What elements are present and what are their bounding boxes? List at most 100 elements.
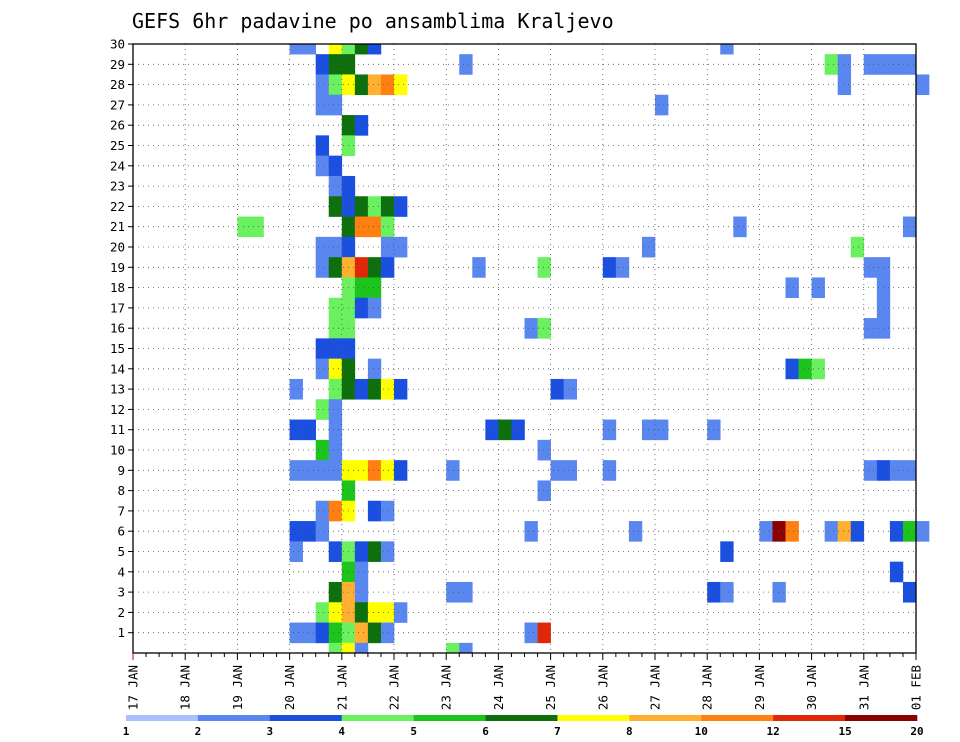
heatmap-cell (367, 297, 382, 319)
heatmap-cell (367, 196, 382, 217)
x-tick-label: 31 JAN (856, 665, 871, 710)
heatmap-cell (354, 277, 369, 299)
colorbar-segment (413, 715, 486, 721)
heatmap-cell (902, 54, 917, 75)
heatmap-cell (328, 581, 343, 603)
x-tick-label: 28 JAN (700, 665, 715, 710)
y-tick-label: 23 (110, 179, 125, 194)
heatmap-cell (485, 419, 499, 441)
colorbar-label: 3 (267, 725, 274, 738)
colorbar-label: 15 (838, 725, 851, 738)
heatmap-cell (354, 196, 369, 217)
heatmap-cell (615, 257, 630, 278)
heatmap-cell (380, 257, 395, 278)
y-tick-label: 17 (110, 300, 125, 315)
heatmap-cell (916, 74, 930, 96)
heatmap-cell (720, 541, 734, 562)
heatmap-cell (354, 561, 369, 583)
heatmap-cell (367, 216, 382, 238)
heatmap-cell (446, 460, 460, 481)
heatmap-cell (394, 74, 408, 96)
heatmap-cell (537, 480, 551, 502)
heatmap-cell (354, 602, 369, 623)
heatmap-cell (315, 358, 330, 380)
heatmap-cell (315, 500, 330, 522)
y-tick-label: 19 (110, 260, 125, 275)
grid-lines (133, 43, 916, 653)
heatmap-cell (367, 44, 382, 55)
heatmap-cell (720, 44, 734, 55)
heatmap-cell (354, 216, 369, 238)
y-tick-label: 24 (110, 158, 125, 173)
x-axis: 17 JAN 18 JAN 19 JAN 20 JAN 21 JAN 22 JAN 23 J… (126, 653, 924, 710)
colorbar-segment (773, 715, 846, 721)
heatmap-cell (498, 419, 512, 441)
heatmap-cell (289, 378, 303, 400)
heatmap-cell (328, 338, 343, 359)
heatmap-cell (602, 460, 617, 481)
colorbar-legend: 1 2 3 4 5 6 7 8 10 12 15 20 (123, 715, 924, 738)
heatmap-cell (315, 399, 330, 420)
colorbar-label: 20 (910, 725, 923, 738)
colorbar-segment (126, 715, 199, 721)
heatmap-cell (902, 521, 917, 542)
heatmap-cell (315, 135, 330, 156)
x-tick-label: 17 JAN (126, 665, 141, 710)
heatmap-cell (759, 521, 773, 542)
colorbar-segment (845, 715, 918, 721)
heatmap-cell (367, 460, 382, 481)
heatmap-cell (563, 378, 577, 400)
heatmap-cell (237, 216, 251, 238)
colorbar-label: 6 (482, 725, 489, 738)
x-tick-label: 19 JAN (230, 665, 245, 710)
y-tick-label: 5 (117, 544, 125, 559)
heatmap-cell (315, 521, 330, 542)
x-tick-label: 25 JAN (543, 665, 558, 710)
heatmap-cell (302, 460, 316, 481)
y-tick-label: 20 (110, 240, 125, 255)
heatmap-cell (446, 581, 460, 603)
heatmap-cell (354, 460, 369, 481)
heatmap-cell (289, 44, 303, 55)
heatmap-cell (367, 541, 382, 562)
y-axis: 1234567891011121314151617181920212223242… (110, 37, 133, 640)
x-tick-label: 18 JAN (178, 665, 193, 710)
colorbar-label: 4 (338, 725, 345, 738)
y-tick-label: 16 (110, 321, 125, 336)
heatmap-cell (367, 358, 382, 380)
heatmap-cell (289, 460, 303, 481)
heatmap-cell (328, 642, 343, 654)
x-tick-label: 23 JAN (439, 665, 454, 710)
heatmap-cell (367, 622, 382, 644)
y-tick-label: 7 (117, 503, 125, 518)
chart-title: GEFS 6hr padavine po ansamblima Kraljevo (132, 9, 614, 33)
heatmap-cell (315, 439, 330, 461)
heatmap-cell (367, 277, 382, 299)
heatmap-cell (863, 257, 878, 278)
heatmap-cell (720, 581, 734, 603)
heatmap-cell (394, 460, 408, 481)
heatmap-cell (354, 642, 369, 654)
heatmap-cell (863, 54, 878, 75)
colorbar-label: 7 (554, 725, 561, 738)
heatmap-cell (446, 642, 460, 654)
colorbar-label: 5 (410, 725, 417, 738)
y-tick-label: 15 (110, 341, 125, 356)
y-tick-label: 11 (110, 422, 125, 437)
heatmap-cell (302, 622, 316, 644)
heatmap-cell (341, 642, 356, 654)
colorbar-segment (341, 715, 414, 721)
heatmap-cell (394, 196, 408, 217)
heatmap-cell (394, 378, 408, 400)
heatmap-cell (328, 602, 343, 623)
heatmap-cell (824, 521, 838, 542)
y-tick-label: 30 (110, 37, 125, 52)
y-tick-label: 29 (110, 57, 125, 72)
y-tick-label: 8 (117, 483, 125, 498)
heatmap-cell (380, 622, 395, 644)
heatmap-cell (837, 74, 852, 96)
heatmap-cell (550, 460, 564, 481)
x-tick-label: 26 JAN (595, 665, 610, 710)
heatmap-cell (850, 236, 865, 258)
heatmap-cell (328, 318, 343, 339)
